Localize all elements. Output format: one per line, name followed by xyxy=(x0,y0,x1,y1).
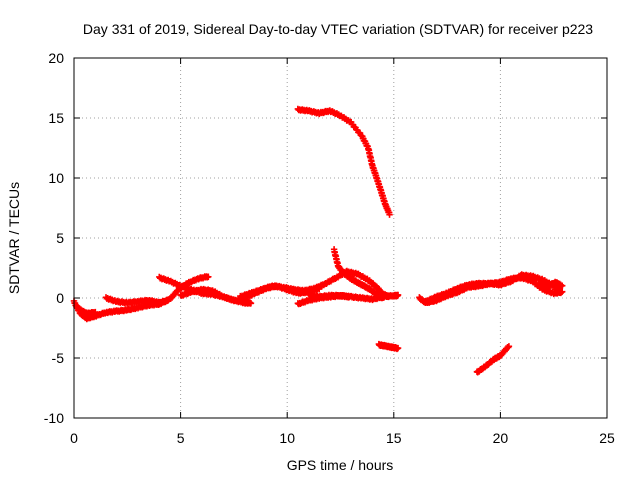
series-arc-o xyxy=(535,278,566,290)
y-tick-label: -5 xyxy=(52,350,65,366)
x-axis-label: GPS time / hours xyxy=(287,457,394,473)
axis-ticks: 0 5 10 15 20 25 -10 -5 0 5 10 15 20 xyxy=(44,50,615,446)
y-tick-label: 20 xyxy=(48,50,64,66)
series-arc-i xyxy=(305,290,353,301)
series-arc-p xyxy=(473,343,513,376)
data-point-marker xyxy=(386,211,393,218)
data-point-marker xyxy=(92,308,99,316)
data-point-marker xyxy=(559,282,566,289)
series-arc-b xyxy=(72,302,99,318)
x-tick-label: 5 xyxy=(177,430,185,446)
y-tick-label: 15 xyxy=(48,110,64,126)
data-point-marker xyxy=(345,293,353,301)
data-point-marker xyxy=(315,285,323,293)
data-point-marker xyxy=(205,273,212,280)
data-point-marker xyxy=(505,343,513,350)
x-tick-label: 25 xyxy=(599,430,615,446)
data-point-marker xyxy=(559,288,566,295)
data-point-marker xyxy=(394,291,402,299)
x-tick-label: 0 xyxy=(70,430,78,446)
data-point-marker xyxy=(315,284,322,292)
y-tick-label: 5 xyxy=(56,230,64,246)
x-tick-label: 15 xyxy=(386,430,402,446)
series-arc-e xyxy=(177,285,248,305)
chart-title: Day 331 of 2019, Sidereal Day-to-day VTE… xyxy=(83,21,593,37)
data-point-marker xyxy=(247,299,255,307)
data-point-marker xyxy=(164,297,172,304)
plot-frame xyxy=(73,57,608,419)
series-arc-n xyxy=(422,274,566,305)
y-tick-label: 0 xyxy=(56,290,64,306)
data-point-marker xyxy=(394,344,402,352)
data-markers xyxy=(70,105,566,376)
series-arc-l xyxy=(375,340,402,353)
y-axis-label: SDTVAR / TECUs xyxy=(6,182,22,294)
series-arc-k xyxy=(294,105,393,218)
y-tick-label: 10 xyxy=(48,170,64,186)
series-arc-j xyxy=(330,246,387,302)
grid xyxy=(74,58,607,418)
series-arc-c xyxy=(102,294,172,307)
x-tick-label: 20 xyxy=(493,430,509,446)
y-tick-label: -10 xyxy=(44,410,64,426)
x-tick-label: 10 xyxy=(279,430,295,446)
data-point-marker xyxy=(379,294,387,301)
